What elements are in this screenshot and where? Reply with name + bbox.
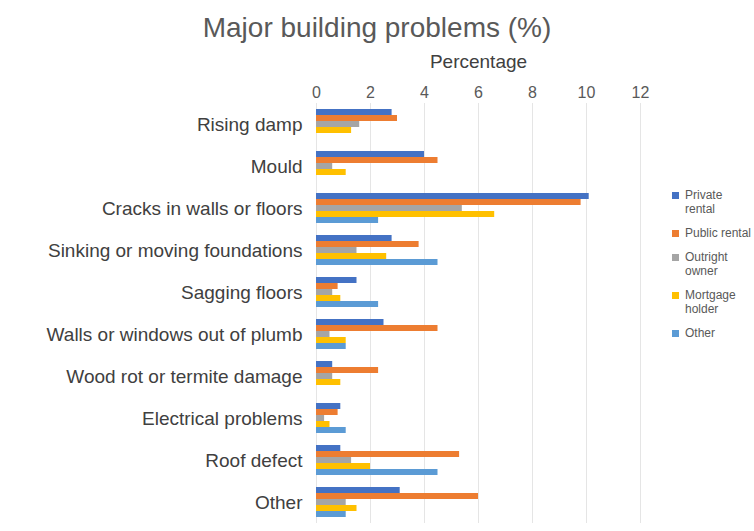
svg-text:10: 10 bbox=[578, 84, 596, 101]
html-text:Major building problems (%): Major building problems (%) bbox=[202, 12, 552, 43]
svg-text:8: 8 bbox=[528, 84, 537, 101]
svg-text:0: 0 bbox=[312, 84, 321, 101]
svg-text:Electrical problems: Electrical problems bbox=[142, 408, 303, 429]
svg-text:4: 4 bbox=[420, 84, 429, 101]
svg-text:Percentage: Percentage bbox=[430, 51, 527, 72]
svg-text:Other: Other bbox=[255, 492, 303, 513]
svg-text:Roof defect: Roof defect bbox=[205, 450, 303, 471]
html-text:Private rental: Private rental bbox=[685, 188, 723, 216]
svg-text:6: 6 bbox=[474, 84, 483, 101]
html-text:Mortgage holder: Mortgage holder bbox=[685, 288, 736, 316]
svg-text:Walls or windows out of plumb: Walls or windows out of plumb bbox=[47, 324, 303, 345]
svg-text:Sinking or moving foundations: Sinking or moving foundations bbox=[48, 240, 303, 261]
svg-text:12: 12 bbox=[632, 84, 650, 101]
svg-text:2: 2 bbox=[366, 84, 375, 101]
svg-text:Mould: Mould bbox=[251, 156, 303, 177]
html-text:Other: Other bbox=[685, 326, 715, 340]
svg-text:Sagging floors: Sagging floors bbox=[181, 282, 302, 303]
svg-text:Wood rot or termite damage: Wood rot or termite damage bbox=[66, 366, 302, 387]
svg-text:Rising damp: Rising damp bbox=[197, 114, 303, 135]
svg-text:Cracks in walls or floors: Cracks in walls or floors bbox=[102, 198, 303, 219]
html-text:Outright owner: Outright owner bbox=[685, 250, 728, 278]
html-text:Public rental: Public rental bbox=[685, 226, 751, 240]
